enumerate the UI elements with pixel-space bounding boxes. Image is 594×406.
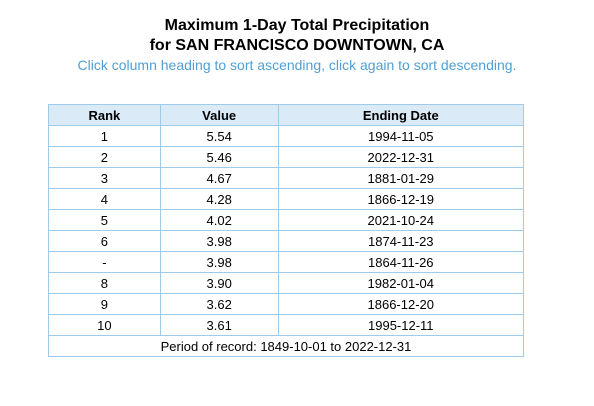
page-title: Maximum 1-Day Total Precipitation for SA… [0, 16, 594, 56]
rank-cell: 4 [48, 188, 161, 210]
ending-date-column-header[interactable]: Ending Date [277, 104, 525, 126]
date-cell: 1995-12-11 [277, 314, 525, 336]
title-line-1: Maximum 1-Day Total Precipitation [164, 17, 430, 34]
value-cell: 4.28 [159, 188, 279, 210]
rank-cell: 5 [48, 209, 161, 231]
table-row: 6 3.98 1874-11-23 [48, 230, 525, 252]
rank-cell: 8 [48, 272, 161, 294]
table-footer-row: Period of record: 1849-10-01 to 2022-12-… [48, 335, 524, 357]
value-cell: 3.90 [159, 272, 279, 294]
date-cell: 1866-12-20 [277, 293, 525, 315]
date-cell: 1982-01-04 [277, 272, 525, 294]
table-row: 4 4.28 1866-12-19 [48, 188, 525, 210]
date-cell: 1864-11-26 [277, 251, 525, 273]
table-row: 3 4.67 1881-01-29 [48, 167, 525, 189]
value-cell: 3.98 [159, 230, 279, 252]
rank-cell: 9 [48, 293, 161, 315]
table-row: 9 3.62 1866-12-20 [48, 293, 525, 315]
date-cell: 1994-11-05 [277, 125, 525, 147]
date-cell: 2022-12-31 [277, 146, 525, 168]
table-row: 10 3.61 1995-12-11 [48, 314, 525, 336]
period-of-record: Period of record: 1849-10-01 to 2022-12-… [48, 335, 524, 357]
rank-cell: - [48, 251, 161, 273]
table-row: - 3.98 1864-11-26 [48, 251, 525, 273]
value-column-header[interactable]: Value [159, 104, 279, 126]
precipitation-table: Rank Value Ending Date 1 5.54 1994-11-05… [48, 104, 525, 357]
page: Maximum 1-Day Total Precipitation for SA… [0, 16, 594, 406]
date-cell: 1874-11-23 [277, 230, 525, 252]
value-cell: 5.46 [159, 146, 279, 168]
date-cell: 2021-10-24 [277, 209, 525, 231]
value-cell: 3.61 [159, 314, 279, 336]
value-cell: 4.02 [159, 209, 279, 231]
title-line-2: for SAN FRANCISCO DOWNTOWN, CA [149, 37, 445, 54]
rank-cell: 3 [48, 167, 161, 189]
date-cell: 1881-01-29 [277, 167, 525, 189]
table-row: 1 5.54 1994-11-05 [48, 125, 525, 147]
rank-cell: 10 [48, 314, 161, 336]
rank-cell: 6 [48, 230, 161, 252]
rank-cell: 1 [48, 125, 161, 147]
rank-column-header[interactable]: Rank [48, 104, 161, 126]
value-cell: 3.62 [159, 293, 279, 315]
sort-hint: Click column heading to sort ascending, … [77, 57, 517, 73]
value-cell: 4.67 [159, 167, 279, 189]
table-row: 5 4.02 2021-10-24 [48, 209, 525, 231]
table-row: 2 5.46 2022-12-31 [48, 146, 525, 168]
table-row: 8 3.90 1982-01-04 [48, 272, 525, 294]
rank-cell: 2 [48, 146, 161, 168]
table-header-row: Rank Value Ending Date [48, 104, 525, 126]
value-cell: 3.98 [159, 251, 279, 273]
value-cell: 5.54 [159, 125, 279, 147]
date-cell: 1866-12-19 [277, 188, 525, 210]
